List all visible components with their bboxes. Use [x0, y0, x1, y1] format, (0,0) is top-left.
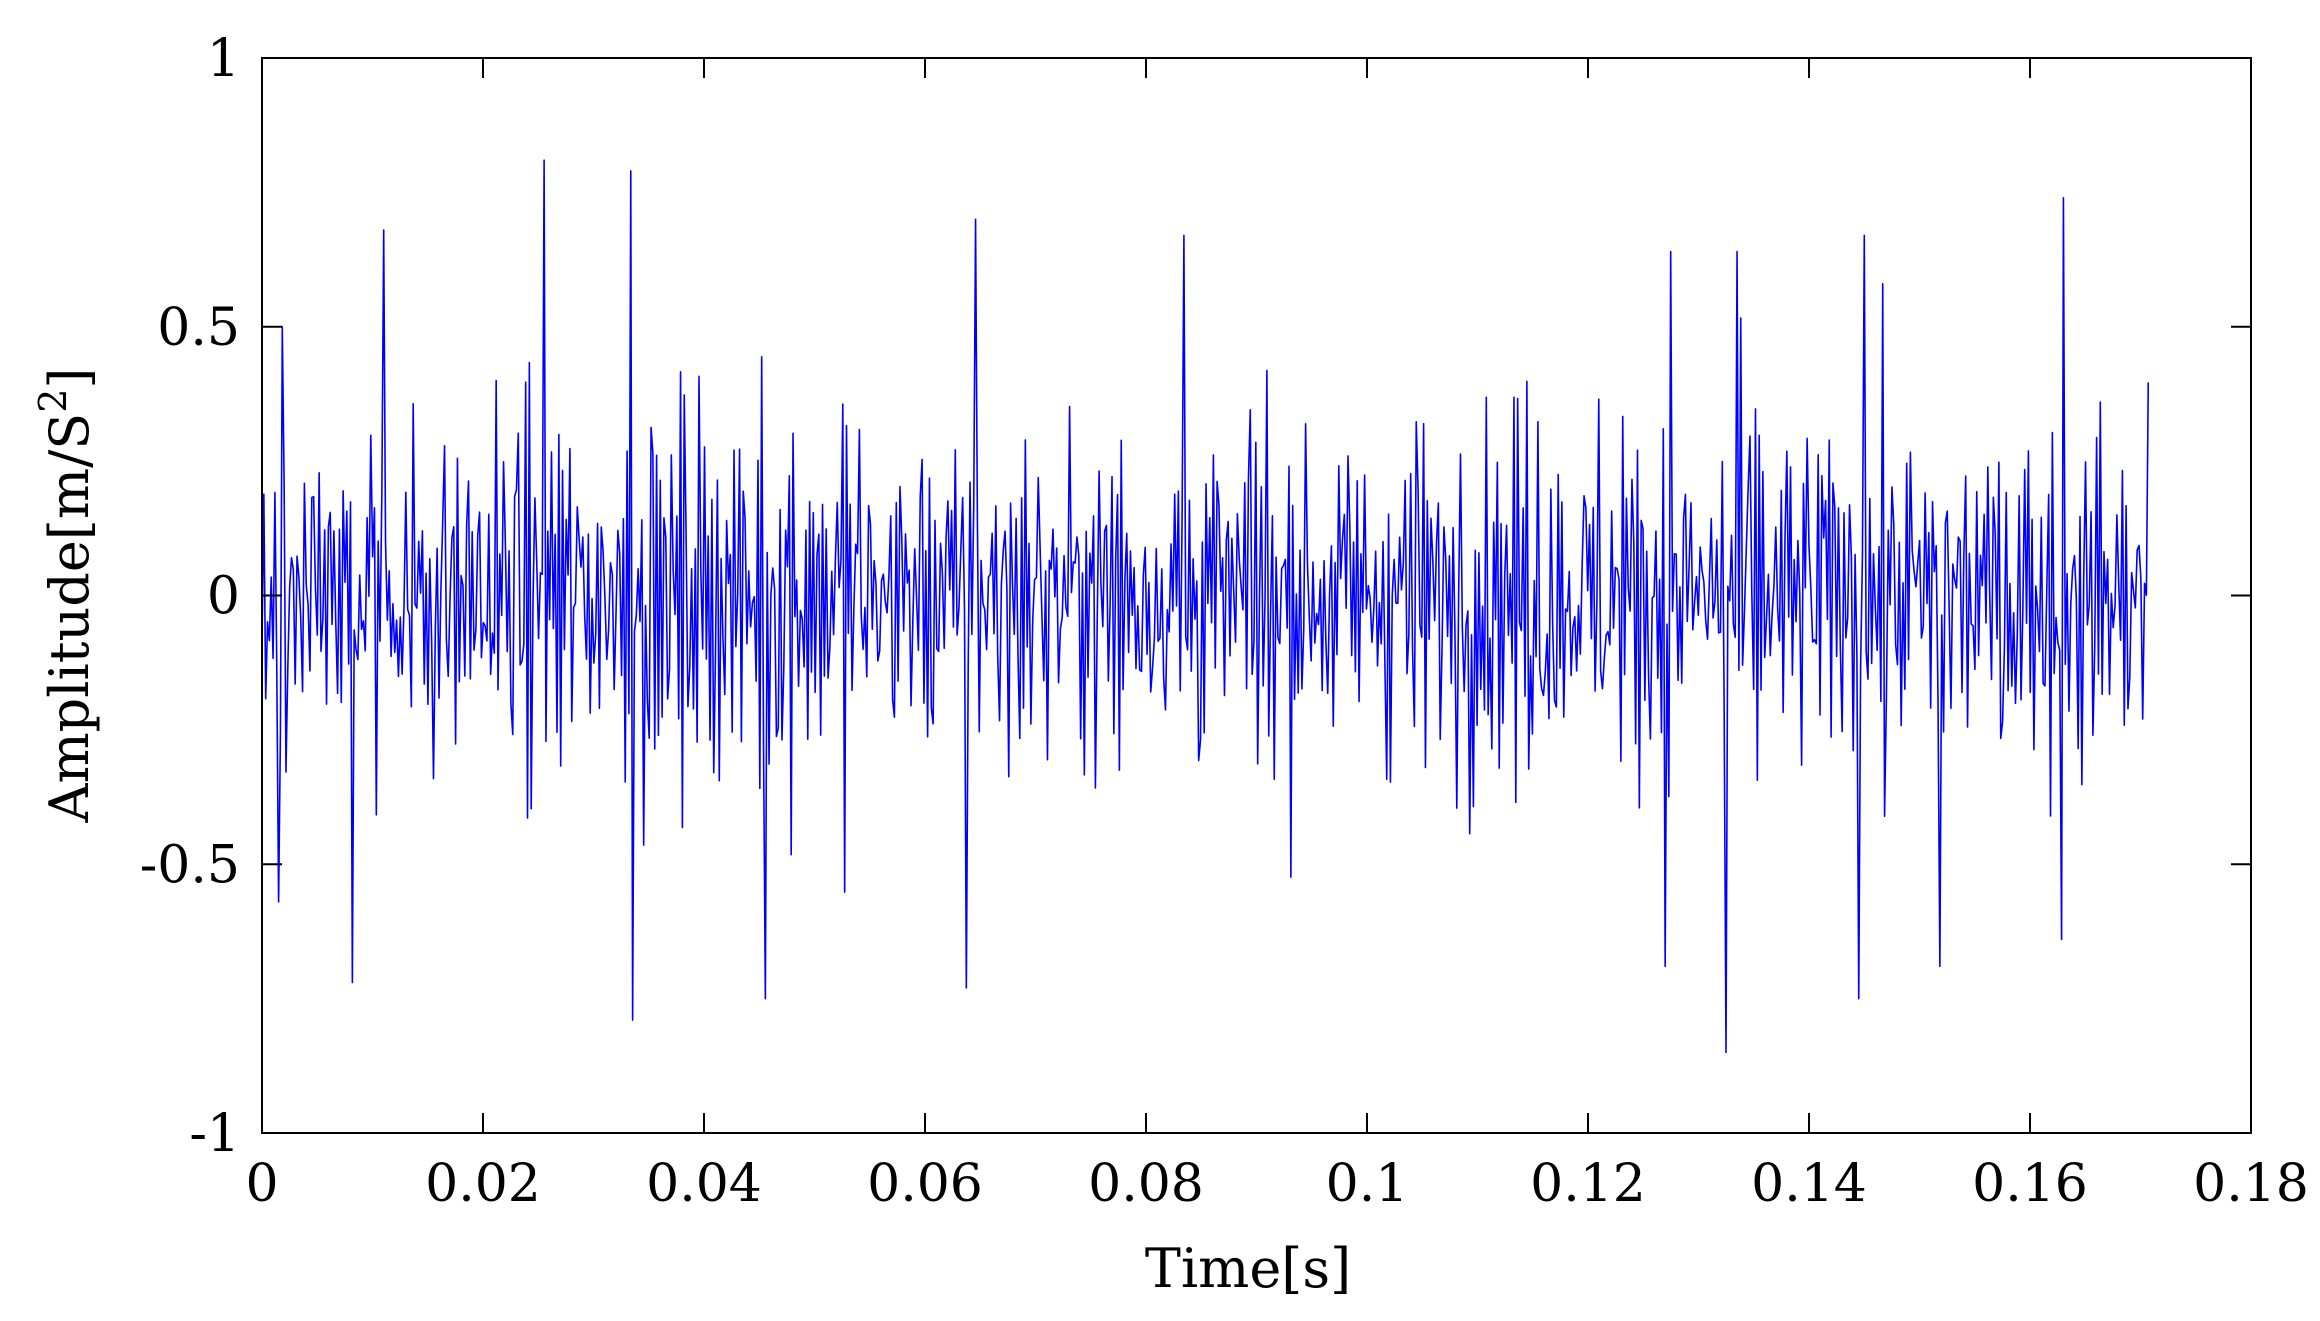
y-tick-label: -1	[189, 1104, 240, 1164]
series-group	[261, 159, 2150, 1054]
y-axis-label: Amplitude[m/S2]	[31, 367, 101, 823]
x-tick-label: 0.06	[867, 1154, 983, 1214]
y-tick-label: 1	[207, 29, 240, 89]
y-axis-label-main: Amplitude[m/S	[38, 413, 101, 824]
x-tick-label: 0.1	[1326, 1154, 1409, 1214]
x-tick-labels: 0 0.02 0.04 0.06 0.08 0.1 0.12 0.14 0.16 0.18	[245, 1154, 2308, 1214]
x-tick-label: 0	[245, 1154, 278, 1214]
y-axis-label-superscript: 2	[31, 389, 75, 413]
x-tick-label: 0.12	[1530, 1154, 1646, 1214]
signal-series-line	[261, 159, 2150, 1054]
y-tick-labels: 1 0.5 0 -0.5 -1	[140, 29, 240, 1164]
x-tick-label: 0.16	[1972, 1154, 2088, 1214]
y-axis-label-end: ]	[38, 367, 101, 388]
x-tick-label: 0.08	[1088, 1154, 1204, 1214]
x-axis-label: Time[s]	[1145, 1237, 1351, 1300]
y-tick-label: 0.5	[157, 298, 240, 358]
x-tick-label: 0.18	[2193, 1154, 2309, 1214]
x-tick-label: 0.02	[425, 1154, 541, 1214]
x-tick-label: 0.14	[1751, 1154, 1867, 1214]
y-tick-label: -0.5	[140, 835, 240, 895]
x-tick-label: 0.04	[646, 1154, 762, 1214]
y-tick-label: 0	[207, 567, 240, 627]
ticks-group	[261, 57, 2252, 1134]
